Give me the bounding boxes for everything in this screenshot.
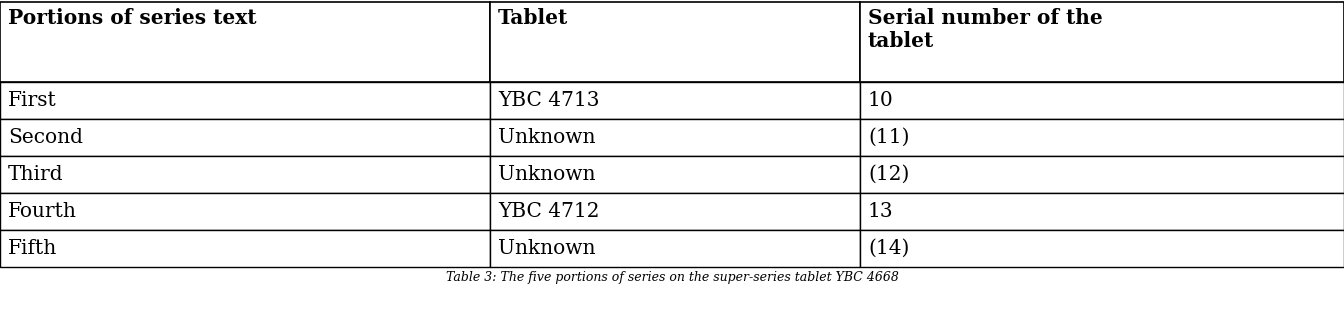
Text: Unknown: Unknown [499, 239, 595, 258]
Text: Table 3: The five portions of series on the super-series tablet YBC 4668: Table 3: The five portions of series on … [446, 271, 898, 284]
Text: Serial number of the
tablet: Serial number of the tablet [868, 8, 1102, 51]
Bar [860, 156, 1344, 193]
Text: Tablet: Tablet [499, 8, 569, 28]
Text: (12): (12) [868, 165, 910, 184]
Bar [0, 230, 491, 267]
Bar [0, 82, 491, 119]
Text: Fourth: Fourth [8, 202, 77, 221]
Bar [860, 2, 1344, 82]
Text: Second: Second [8, 128, 83, 147]
Text: First: First [8, 91, 56, 110]
Bar [860, 230, 1344, 267]
Bar [0, 156, 491, 193]
Text: YBC 4713: YBC 4713 [499, 91, 599, 110]
Bar [860, 82, 1344, 119]
Text: 13: 13 [868, 202, 894, 221]
Bar [491, 2, 860, 82]
Bar [491, 82, 860, 119]
Text: Fifth: Fifth [8, 239, 58, 258]
Text: (14): (14) [868, 239, 910, 258]
Text: Third: Third [8, 165, 63, 184]
Bar [491, 119, 860, 156]
Bar [0, 2, 491, 82]
Text: Portions of series text: Portions of series text [8, 8, 257, 28]
Bar [491, 156, 860, 193]
Bar [0, 119, 491, 156]
Text: Unknown: Unknown [499, 128, 595, 147]
Bar [860, 119, 1344, 156]
Bar [491, 230, 860, 267]
Text: (11): (11) [868, 128, 910, 147]
Text: YBC 4712: YBC 4712 [499, 202, 599, 221]
Bar [860, 193, 1344, 230]
Text: Unknown: Unknown [499, 165, 595, 184]
Text: 10: 10 [868, 91, 894, 110]
Bar [491, 193, 860, 230]
Bar [0, 193, 491, 230]
